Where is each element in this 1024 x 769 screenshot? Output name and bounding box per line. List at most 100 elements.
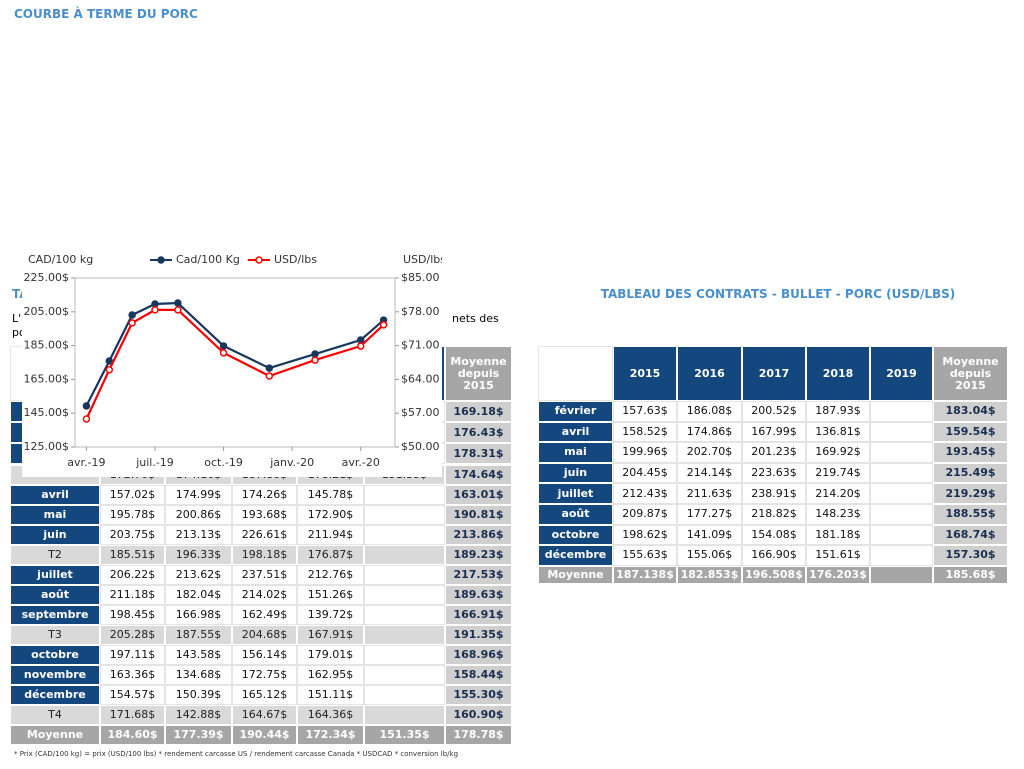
table-cell: 205.28$ <box>100 625 165 645</box>
y-tick-label: 225.00$ <box>24 271 70 284</box>
table-cell: 214.02$ <box>232 585 297 605</box>
table-cell: 198.18$ <box>232 545 297 565</box>
table-cell: 198.62$ <box>613 524 677 546</box>
avg-cell: 189.23$ <box>445 545 512 565</box>
table-cell <box>364 685 445 705</box>
row-label: février <box>538 401 613 422</box>
row-label: décembre <box>10 685 100 705</box>
row-label: T2 <box>10 545 100 565</box>
table-cell: 164.67$ <box>232 705 297 725</box>
avg-cell: 183.04$ <box>933 401 1008 422</box>
table-cell: 214.20$ <box>806 483 870 504</box>
table-cell: 174.86$ <box>677 421 742 443</box>
data-point <box>105 357 114 365</box>
table-cell <box>364 585 445 605</box>
table-cell: 151.26$ <box>297 585 364 605</box>
table-cell <box>364 545 445 565</box>
row-label: mai <box>10 505 100 525</box>
table-cell: 193.68$ <box>232 505 297 525</box>
column-header: 2018 <box>806 346 870 401</box>
table-cell: 198.45$ <box>100 605 165 625</box>
row-label: novembre <box>10 665 100 685</box>
data-point <box>265 364 274 372</box>
table-cell: 151.35$ <box>364 725 445 745</box>
avg-cell: 193.45$ <box>933 442 1008 463</box>
table-cell: 211.94$ <box>297 525 364 545</box>
table-cell: 157.63$ <box>613 401 677 422</box>
legend-label: Cad/100 Kg <box>176 253 240 266</box>
table-cell: 185.51$ <box>100 545 165 565</box>
x-tick-label: janv.-20 <box>269 456 314 469</box>
table-cell <box>870 462 933 484</box>
table-cell: 169.92$ <box>806 442 870 463</box>
footnote: * Prix (CAD/100 kg) = prix (USD/100 lbs)… <box>14 750 459 758</box>
table-cell: 182.04$ <box>165 585 232 605</box>
y-tick-label: 165.00$ <box>24 372 70 385</box>
avg-cell: 160.90$ <box>445 705 512 725</box>
column-header: 2019 <box>870 346 933 401</box>
table-cell: 176.87$ <box>297 545 364 565</box>
table-cell <box>870 524 933 546</box>
data-point <box>379 321 388 329</box>
note-line: nets des <box>452 312 499 325</box>
table-cell: 177.39$ <box>165 725 232 745</box>
row-label: Moyenne <box>538 565 613 584</box>
table-cell <box>364 625 445 645</box>
row-label: juillet <box>538 483 613 504</box>
y2-tick-label: $85.00 <box>401 271 440 284</box>
table-cell: 158.52$ <box>613 421 677 443</box>
table-cell <box>364 645 445 665</box>
table-cell: 155.06$ <box>677 545 742 566</box>
row-label: Moyenne <box>10 725 100 745</box>
avg-cell: 178.31$ <box>445 443 512 464</box>
table-cell: 199.96$ <box>613 442 677 463</box>
table-cell <box>364 565 445 585</box>
table-cell: 182.853$ <box>677 565 742 584</box>
table-cell: 214.14$ <box>677 462 742 484</box>
row-label: avril <box>538 421 613 443</box>
legend-marker <box>255 256 263 264</box>
table-cell: 179.01$ <box>297 645 364 665</box>
table-cell: 151.61$ <box>806 545 870 566</box>
chart: CAD/100 kg USD/lbs 125.00$ 145.00$ 165.00$ 18… <box>22 245 442 477</box>
y-tick-label: 145.00$ <box>24 406 70 419</box>
table-cell: 163.36$ <box>100 665 165 685</box>
data-point <box>128 319 136 327</box>
avg-cell: 217.53$ <box>445 565 512 585</box>
table-cell: 150.39$ <box>165 685 232 705</box>
table-cell: 136.81$ <box>806 421 870 443</box>
table-cell <box>364 485 445 505</box>
avg-cell: 168.96$ <box>445 645 512 665</box>
table-cell: 209.87$ <box>613 504 677 525</box>
table-cell <box>364 505 445 525</box>
table-cell <box>870 442 933 463</box>
table-cell <box>364 705 445 725</box>
x-tick-label: oct.-19 <box>204 456 243 469</box>
row-label: octobre <box>10 645 100 665</box>
table-cell: 148.23$ <box>806 504 870 525</box>
table-cell <box>870 565 933 584</box>
column-header: 2016 <box>677 346 742 401</box>
table-cell: 167.99$ <box>742 421 806 443</box>
table-cell <box>870 504 933 525</box>
avg-cell: 163.01$ <box>445 485 512 505</box>
table-cell: 211.63$ <box>677 483 742 504</box>
table-cell: 145.78$ <box>297 485 364 505</box>
table-cell <box>870 421 933 443</box>
table-cell <box>870 545 933 566</box>
table-cell <box>870 483 933 504</box>
avg-cell: 219.29$ <box>933 483 1008 504</box>
table-cell: 134.68$ <box>165 665 232 685</box>
data-point <box>265 372 274 380</box>
y-tick-label: 125.00$ <box>24 440 70 453</box>
avg-cell: 174.64$ <box>445 465 512 485</box>
y2-tick-label: $71.00 <box>401 339 440 352</box>
table-cell: 202.70$ <box>677 442 742 463</box>
table-cell: 162.95$ <box>297 665 364 685</box>
table-cell: 151.11$ <box>297 685 364 705</box>
table-cell: 172.75$ <box>232 665 297 685</box>
y-tick-label: 205.00$ <box>24 305 70 318</box>
avg-cell: 158.44$ <box>445 665 512 685</box>
table-cell: 200.52$ <box>742 401 806 422</box>
table-cell: 187.93$ <box>806 401 870 422</box>
